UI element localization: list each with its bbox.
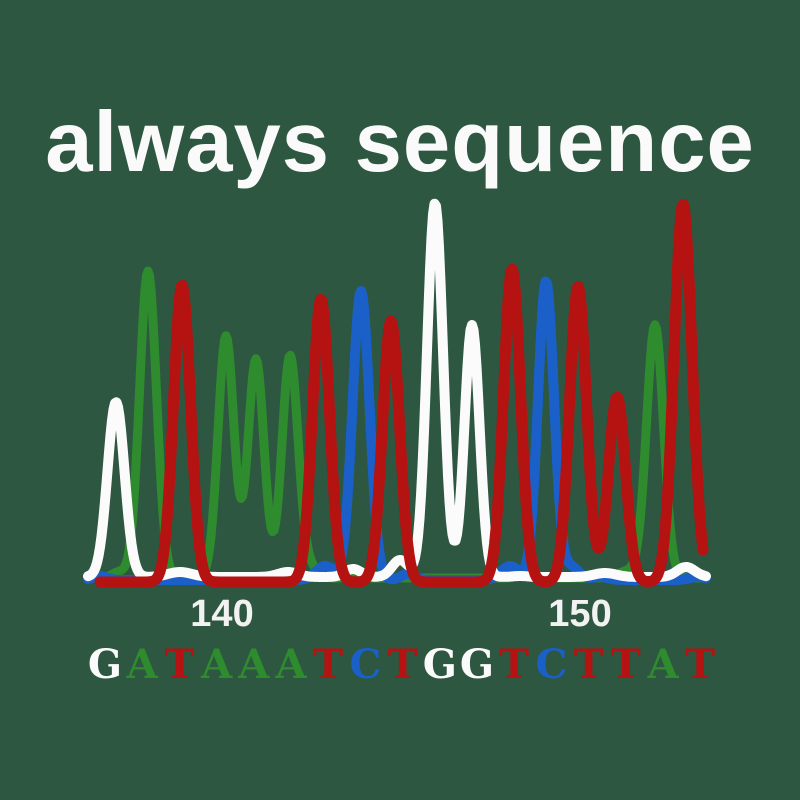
tick-label-150: 150	[548, 593, 612, 635]
base-call-7-T: T	[313, 641, 344, 688]
base-call-8-C: C	[349, 641, 382, 688]
base-call-12-T: T	[499, 641, 530, 688]
base-call-1-G: G	[87, 641, 123, 688]
thymine-trace	[94, 199, 709, 588]
axis-ticks: 140 150	[0, 595, 800, 637]
base-call-17-T: T	[685, 641, 716, 688]
base-call-6-A: A	[275, 641, 307, 688]
guanine-trace	[83, 198, 711, 582]
base-call-15-T: T	[610, 641, 641, 688]
tick-label-140: 140	[190, 593, 254, 635]
base-call-14-T: T	[573, 641, 604, 688]
base-call-9-T: T	[387, 641, 418, 688]
base-call-5-A: A	[238, 641, 270, 688]
base-call-2-A: A	[126, 641, 158, 688]
base-call-16-A: A	[647, 641, 679, 688]
page-title: always sequence	[45, 95, 755, 190]
base-call-13-C: C	[535, 641, 568, 688]
base-call-4-A: A	[201, 641, 233, 688]
base-call-3-T: T	[164, 641, 195, 688]
base-call-10-G: G	[422, 641, 457, 688]
base-call-11-G: G	[459, 641, 495, 688]
